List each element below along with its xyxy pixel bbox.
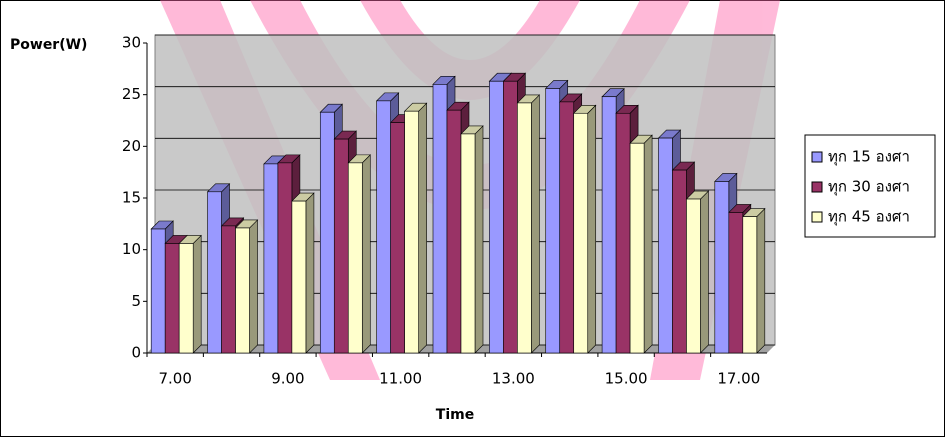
bar-side: [306, 193, 314, 353]
bar-side: [250, 220, 258, 353]
chart: Power(W) Time 0 5 10 15 20 25 30 7.00 9.00 11.00 1…: [0, 0, 945, 437]
bar: [179, 243, 193, 353]
legend-label: ทุก 30 องศา: [828, 178, 910, 197]
bar: [447, 110, 461, 353]
x-tick-label: 17.00: [717, 370, 760, 388]
bar: [278, 163, 292, 353]
bar: [348, 163, 362, 353]
x-tick-label: 7.00: [158, 370, 191, 388]
x-axis-title: Time: [436, 407, 474, 423]
x-tick-label: 11.00: [379, 370, 422, 388]
bar-side: [531, 95, 539, 353]
legend-label: ทุก 45 องศา: [828, 208, 910, 227]
bar: [560, 102, 574, 353]
bar: [334, 139, 348, 353]
y-tick-label: 5: [131, 292, 141, 310]
y-axis-title: Power(W): [10, 37, 87, 53]
bar: [165, 243, 179, 353]
x-tick-label: 13.00: [492, 370, 535, 388]
bar-side: [757, 209, 765, 353]
bar: [320, 112, 334, 353]
bar-side: [700, 191, 708, 353]
bar: [503, 81, 517, 353]
bar-side: [588, 105, 596, 353]
bar: [630, 143, 644, 353]
bar: [489, 81, 503, 353]
bar-side: [419, 103, 427, 353]
bar: [672, 170, 686, 353]
x-tick-label: 9.00: [271, 370, 304, 388]
bar: [292, 201, 306, 353]
y-tick-label: 20: [122, 137, 141, 155]
bar: [208, 192, 222, 353]
bar: [574, 113, 588, 353]
page: Power(W) Time 0 5 10 15 20 25 30 7.00 9.00 11.00 1…: [0, 0, 945, 437]
bar: [405, 111, 419, 353]
bar-side: [644, 135, 652, 353]
bar: [433, 84, 447, 353]
bar: [658, 138, 672, 353]
bar: [517, 103, 531, 353]
y-tick-label: 30: [122, 34, 141, 52]
bar: [602, 97, 616, 353]
y-tick-label: 0: [131, 344, 141, 362]
bar: [461, 134, 475, 353]
bar: [546, 88, 560, 353]
y-tick-label: 10: [122, 240, 141, 258]
bar: [729, 212, 743, 353]
y-tick-label: 15: [122, 189, 141, 207]
bar: [151, 229, 165, 353]
bar: [236, 228, 250, 353]
legend-label: ทุก 15 องศา: [828, 148, 910, 167]
y-tick-label: 25: [122, 85, 141, 103]
bar: [686, 199, 700, 353]
bar-side: [475, 126, 483, 353]
bar: [616, 113, 630, 353]
bar: [264, 164, 278, 353]
legend-swatch: [812, 152, 822, 162]
bar-side: [193, 235, 201, 353]
bar: [391, 123, 405, 353]
bar: [222, 226, 236, 353]
legend-swatch: [812, 182, 822, 192]
bar: [715, 181, 729, 353]
legend-swatch: [812, 212, 822, 222]
bar: [743, 217, 757, 353]
bar-side: [362, 155, 370, 353]
bar: [377, 101, 391, 353]
x-tick-label: 15.00: [605, 370, 648, 388]
